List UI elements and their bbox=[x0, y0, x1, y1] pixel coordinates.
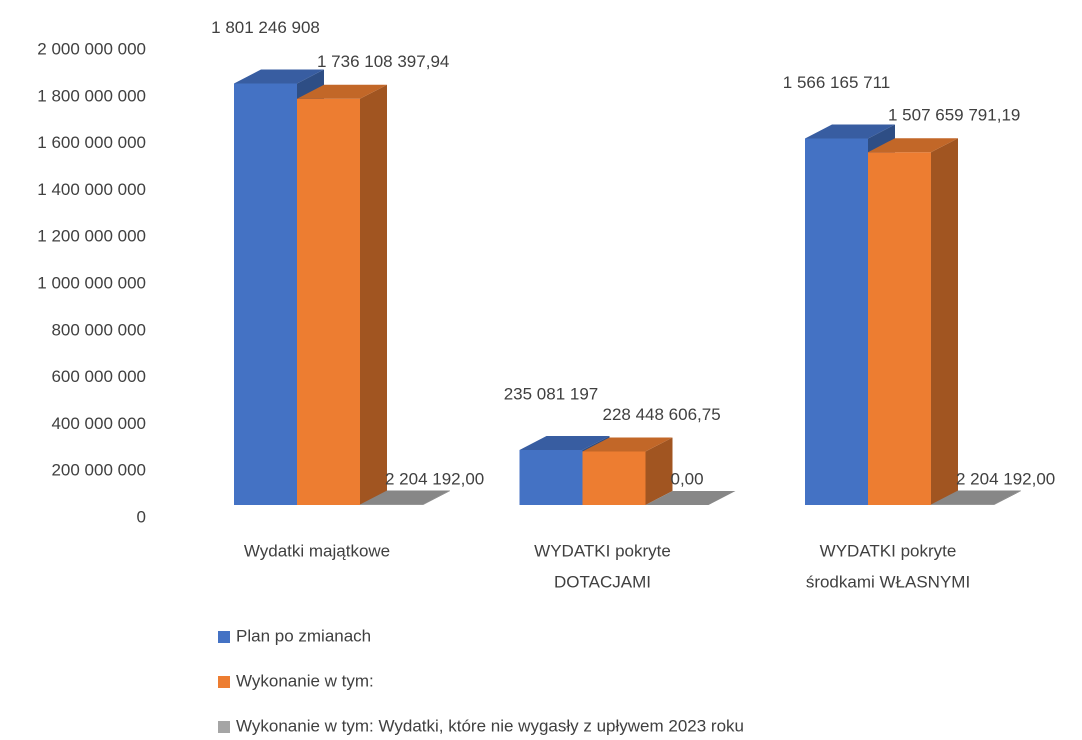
bar-front bbox=[297, 98, 360, 505]
y-tick-label: 1 400 000 000 bbox=[37, 180, 146, 199]
x-tick-label: Wydatki majątkowe bbox=[244, 541, 390, 560]
bar-side bbox=[994, 490, 1021, 505]
y-tick-label: 800 000 000 bbox=[51, 320, 146, 339]
legend-swatch bbox=[218, 721, 230, 733]
bar-front bbox=[868, 152, 931, 505]
bar bbox=[645, 491, 736, 505]
y-tick-label: 2 000 000 000 bbox=[37, 39, 146, 58]
bar bbox=[931, 490, 1021, 505]
bar-side bbox=[931, 138, 958, 505]
value-label: 2 204 192,00 bbox=[385, 469, 484, 488]
y-tick-label: 400 000 000 bbox=[51, 414, 146, 433]
x-tick-label: DOTACJAMI bbox=[554, 572, 651, 591]
bar-top bbox=[234, 69, 324, 84]
y-tick-label: 1 600 000 000 bbox=[37, 133, 146, 152]
bar-side bbox=[360, 84, 387, 505]
bar bbox=[297, 84, 387, 505]
y-tick-label: 600 000 000 bbox=[51, 367, 146, 386]
bar-front bbox=[931, 504, 994, 505]
bar-top bbox=[519, 435, 610, 450]
bar-front bbox=[582, 451, 646, 505]
legend-swatch bbox=[218, 631, 230, 643]
value-label: 235 081 197 bbox=[504, 384, 599, 403]
bar bbox=[360, 490, 450, 505]
legend-swatch bbox=[218, 676, 230, 688]
bar-top bbox=[297, 84, 387, 99]
y-tick-label: 1 200 000 000 bbox=[37, 227, 146, 246]
bar bbox=[868, 138, 958, 505]
value-label: 1 736 108 397,94 bbox=[317, 52, 449, 71]
bar-top bbox=[360, 490, 450, 505]
y-tick-label: 200 000 000 bbox=[51, 461, 146, 480]
bar-top bbox=[931, 490, 1021, 505]
bar-top bbox=[645, 491, 736, 505]
value-label: 228 448 606,75 bbox=[603, 405, 721, 424]
bar-front bbox=[360, 504, 423, 505]
x-tick-label: WYDATKI pokryte bbox=[534, 541, 671, 560]
value-label: 1 566 165 711 bbox=[783, 73, 890, 92]
bar-side bbox=[423, 490, 450, 505]
legend-label: Plan po zmianach bbox=[236, 626, 371, 645]
bar-front bbox=[234, 83, 297, 505]
value-label: 1 507 659 791,19 bbox=[888, 106, 1020, 125]
value-label: 0,00 bbox=[671, 469, 704, 488]
bar-front bbox=[519, 449, 583, 505]
value-label: 1 801 246 908 bbox=[211, 18, 320, 37]
bar-top bbox=[582, 437, 673, 452]
bar-top bbox=[805, 124, 895, 139]
bar-side bbox=[645, 437, 673, 505]
x-tick-label: środkami WŁASNYMI bbox=[806, 572, 970, 591]
x-tick-label: WYDATKI pokryte bbox=[820, 541, 957, 560]
y-tick-label: 1 800 000 000 bbox=[37, 86, 146, 105]
bar bbox=[582, 437, 673, 505]
bar-front bbox=[805, 138, 868, 506]
y-tick-label: 0 bbox=[137, 507, 146, 526]
value-label: 2 204 192,00 bbox=[956, 469, 1055, 488]
legend-label: Wykonanie w tym: bbox=[236, 671, 374, 690]
legend-label: Wykonanie w tym: Wydatki, które nie wyga… bbox=[236, 716, 744, 735]
y-tick-label: 1 000 000 000 bbox=[37, 273, 146, 292]
bar-top bbox=[868, 138, 958, 153]
